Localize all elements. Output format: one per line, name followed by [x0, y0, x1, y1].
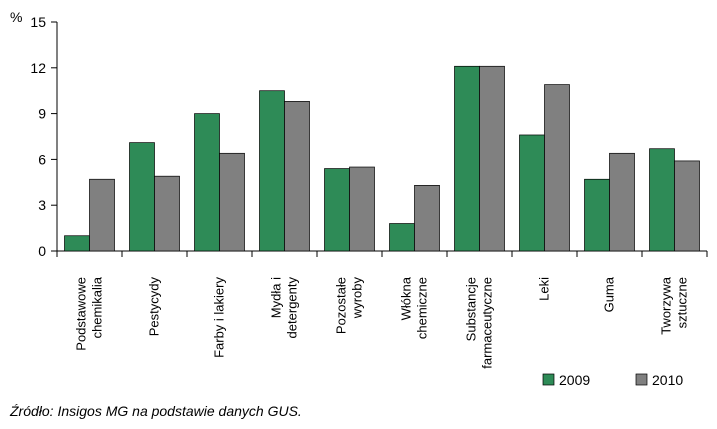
y-tick-label: 9: [38, 106, 46, 122]
y-unit-label: %: [10, 9, 22, 25]
bar-2010-7: [544, 84, 570, 252]
bar-2010-2: [219, 152, 245, 252]
category-label: Guma: [602, 276, 617, 312]
source-note: Źródło: Insigos MG na podstawie danych G…: [10, 403, 302, 419]
category-label: Leki: [537, 277, 552, 301]
bar-2009-7: [519, 134, 545, 252]
bar-2009-1: [129, 142, 155, 252]
bar-2010-8: [609, 152, 635, 252]
bar-2010-3: [284, 101, 310, 252]
bar-2009-0: [64, 235, 90, 252]
category-label: Farby i lakiery: [212, 277, 227, 358]
bar-2009-4: [324, 168, 350, 252]
bar-2009-2: [194, 113, 220, 252]
category-label: Tworzywasztuczne: [659, 276, 690, 335]
bar-2010-4: [349, 166, 375, 252]
category-label: Włóknachemiczne: [399, 276, 430, 339]
y-tick-label: 15: [30, 14, 46, 30]
bar-2010-9: [674, 160, 700, 252]
bar-2010-5: [414, 185, 440, 252]
y-tick-label: 12: [30, 60, 46, 76]
bar-2010-1: [154, 175, 180, 252]
category-label: Pozostałewyroby: [334, 277, 365, 335]
bar-2009-6: [454, 65, 480, 252]
legend-label-2009: 2009: [559, 372, 590, 388]
legend-swatch-2010: [635, 373, 648, 386]
category-label: Podstawowechemikalia: [74, 276, 105, 350]
y-tick-label: 6: [38, 151, 46, 167]
bar-2010-0: [89, 178, 115, 252]
legend-label-2010: 2010: [652, 372, 683, 388]
legend-swatch-2009: [542, 373, 555, 386]
category-label: Pestycydy: [147, 277, 162, 337]
y-tick-label: 3: [38, 197, 46, 213]
bar-2009-9: [649, 148, 675, 252]
category-label: Substancjefarmaceutyczne: [464, 277, 495, 369]
bar-2009-5: [389, 223, 415, 252]
bar-2009-3: [259, 90, 285, 252]
bar-chart: 0 3 6 9 12 15% Podstawowechemikalia Pestycydy Fa…: [10, 9, 708, 388]
category-label: Mydła idetergenty: [269, 277, 300, 339]
y-tick-label: 0: [38, 243, 46, 259]
bar-2009-8: [584, 178, 610, 252]
bar-2010-6: [479, 65, 505, 252]
